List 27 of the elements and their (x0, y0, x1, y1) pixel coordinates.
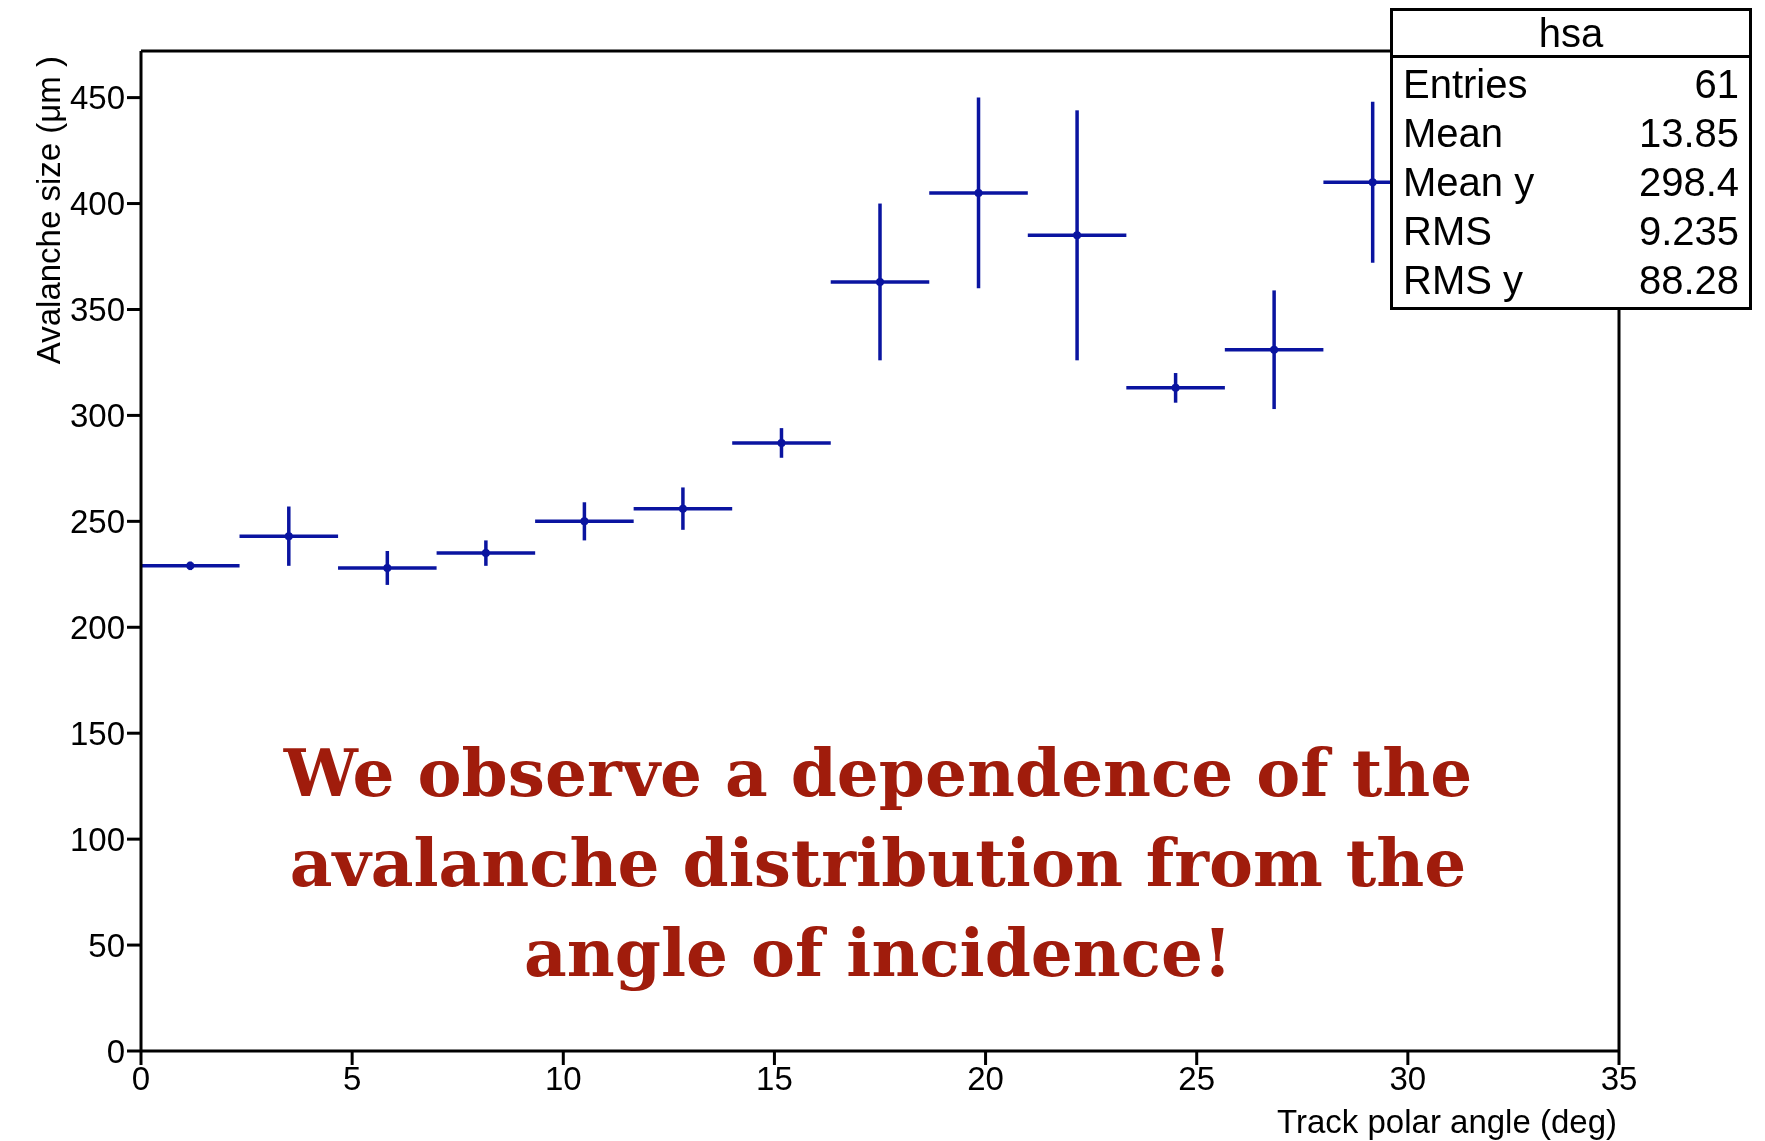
y-tick-label: 300 (69, 397, 125, 435)
y-tick-label: 450 (69, 79, 125, 117)
y-axis-title: Avalanche size (μm ) (30, 56, 68, 365)
x-tick-label: 30 (1389, 1060, 1427, 1098)
y-tick-label: 150 (69, 714, 125, 752)
y-tick-label: 350 (69, 291, 125, 329)
x-tick-label: 5 (342, 1060, 362, 1098)
x-tick-label: 10 (544, 1060, 582, 1098)
annotation: hsa (1393, 11, 1749, 58)
y-tick-label: 0 (106, 1032, 125, 1070)
text: Mean y 298.4 (1403, 160, 1739, 204)
x-tick-label: 20 (967, 1060, 1004, 1098)
x-tick-label: 15 (756, 1060, 793, 1098)
y-tick-label: 50 (88, 926, 125, 964)
x-tick-label: 0 (131, 1060, 151, 1098)
y-tick-label: 250 (69, 503, 125, 541)
x-tick-label: 25 (1178, 1060, 1216, 1098)
x-tick-label: 35 (1600, 1060, 1638, 1098)
y-tick-label: 100 (69, 820, 125, 858)
y-tick-label: 400 (69, 185, 125, 223)
text: Mean 13.85 (1403, 111, 1739, 155)
annotation: We observe a dependence of the avalanche distribution from the angle of incidence! (282, 733, 1474, 994)
text: RMS 9.235 (1403, 209, 1739, 253)
x-axis-title: Track polar angle (deg) (1277, 1103, 1617, 1141)
text: Entries 61 (1403, 62, 1739, 106)
text: RMS y 88.28 (1403, 258, 1739, 302)
y-tick-label: 200 (69, 608, 125, 646)
